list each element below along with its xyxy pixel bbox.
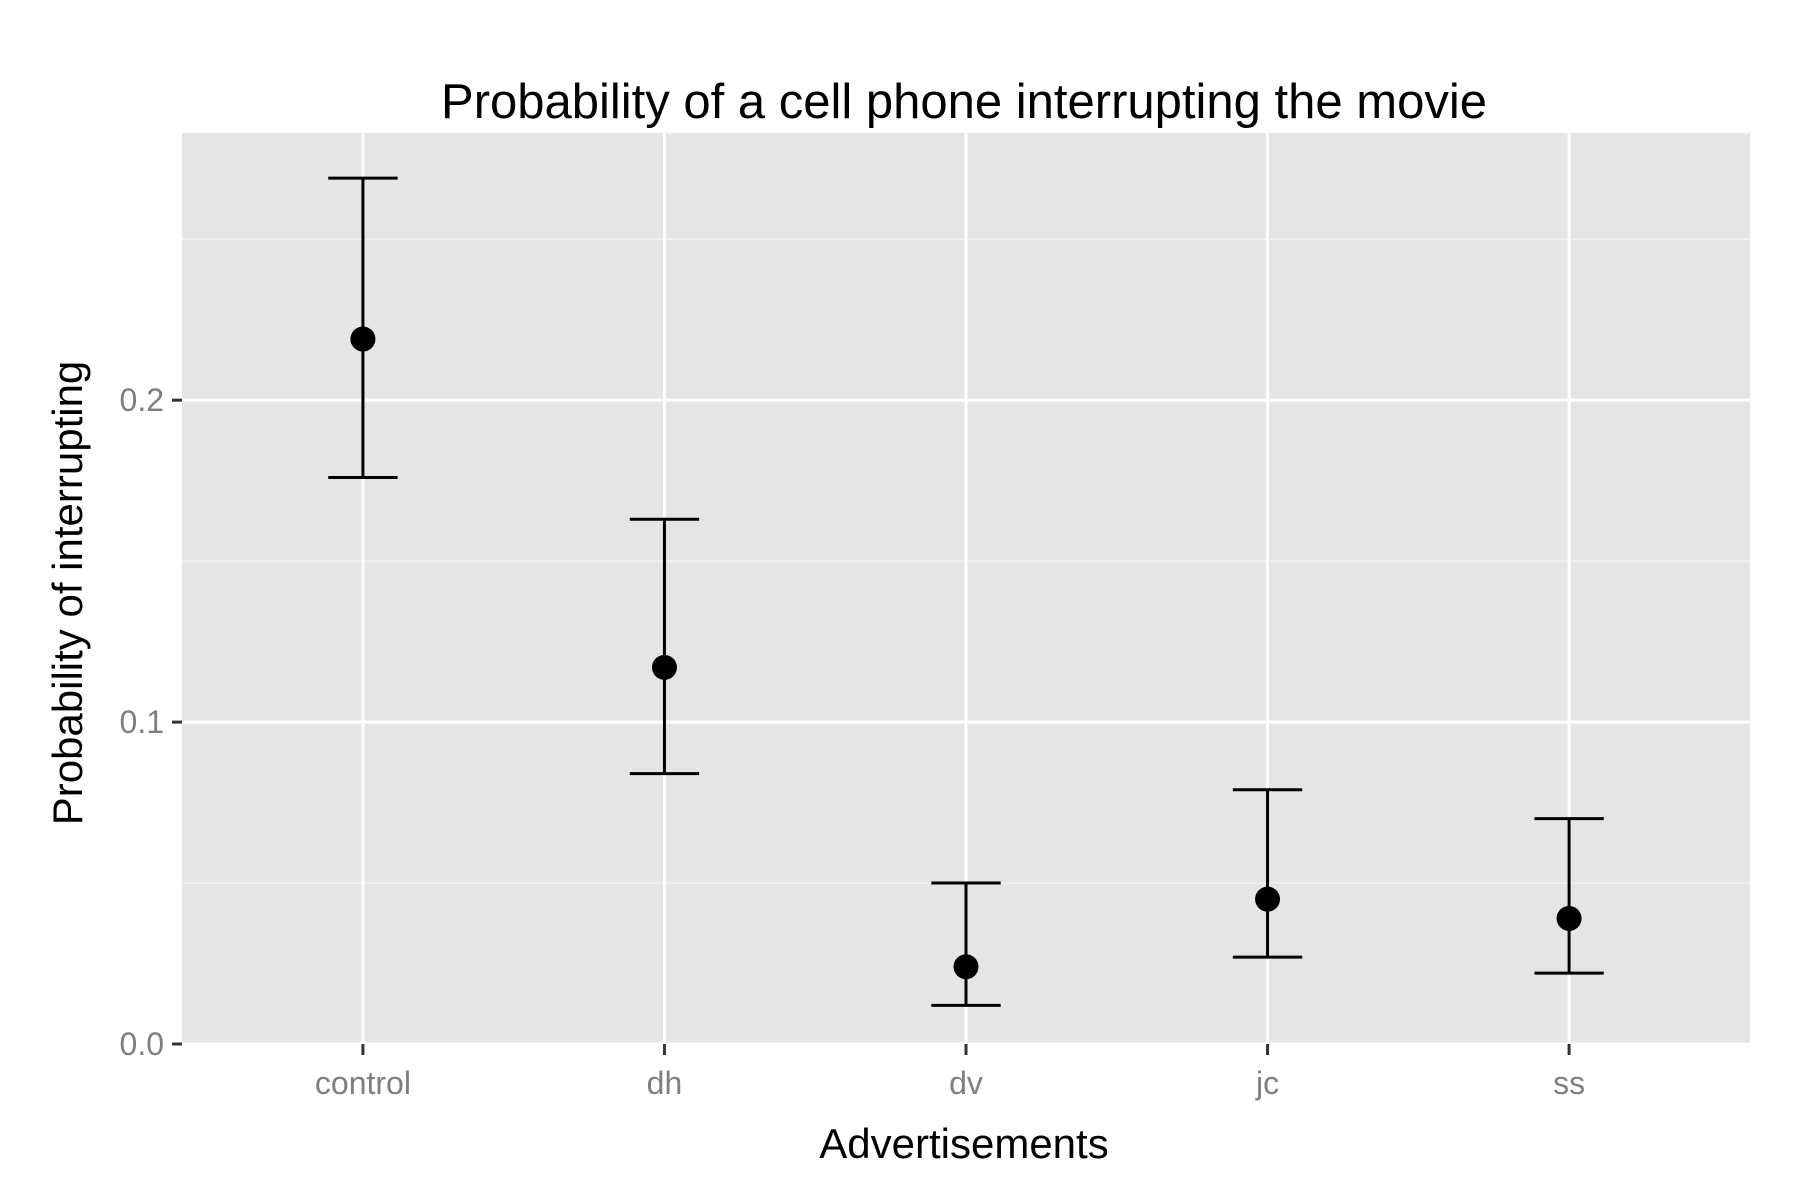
y-axis-title: Probability of interrupting [44,361,91,826]
x-tick-label: dh [647,1065,683,1101]
data-marks [328,176,1604,1007]
x-tick-label: control [315,1065,411,1101]
x-tick-label: jc [1255,1065,1279,1101]
axis-ticks: 0.0 0.1 0.2 control dh dv jc ss [120,382,1586,1101]
data-point [1255,886,1281,912]
data-point [953,954,979,980]
data-point [350,326,376,352]
x-tick-label: ss [1553,1065,1585,1101]
x-tick-label: dv [949,1065,983,1101]
y-tick-label: 0.0 [120,1026,164,1062]
y-tick-label: 0.1 [120,704,164,740]
data-point [1556,905,1582,931]
x-axis-title: Advertisements [819,1120,1108,1167]
data-point [651,654,677,680]
chart-title: Probability of a cell phone interrupting… [441,75,1487,129]
y-tick-label: 0.2 [120,382,164,418]
